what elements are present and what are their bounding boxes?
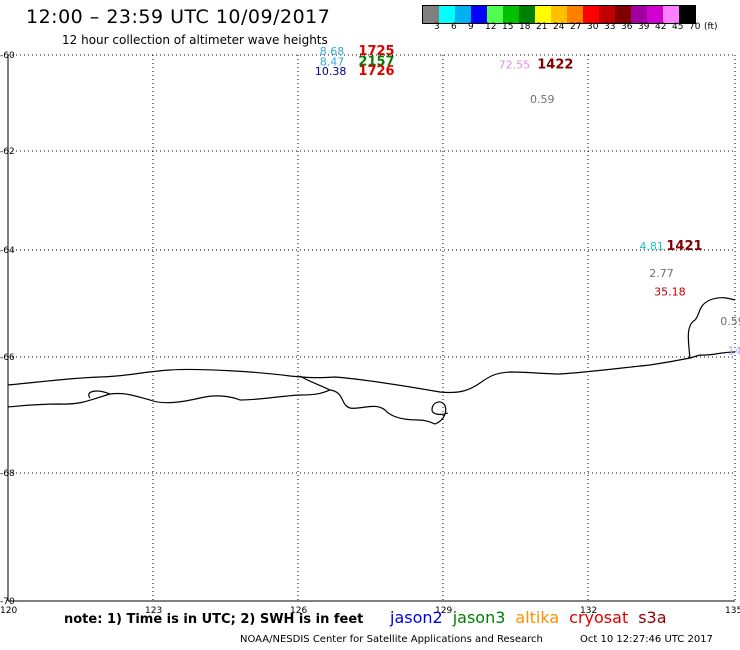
satellite-legend-item: s3a	[638, 608, 667, 627]
scale-label: 30	[587, 22, 599, 32]
coastline-inner	[88, 375, 331, 399]
scale-swatch	[631, 6, 647, 23]
wave-height-value: 35.18	[654, 285, 686, 298]
scale-label: 33	[604, 22, 616, 32]
track-id-label: 1726	[358, 64, 394, 79]
scale-label: 12	[485, 22, 497, 32]
lon-tick-label: 135	[725, 606, 740, 616]
scale-label: 27	[570, 22, 582, 32]
scale-swatch	[567, 6, 583, 23]
scale-swatch	[583, 6, 599, 23]
footer-note: note: 1) Time is in UTC; 2) SWH is in fe…	[64, 612, 364, 627]
satellite-legend-item: jason3	[452, 608, 506, 627]
lat-tick-label: -64	[0, 246, 15, 256]
satellite-legend: jason2 jason3 altika cryosat s3a	[390, 608, 677, 627]
lat-tick-label: -66	[0, 353, 15, 363]
scale-swatch	[471, 6, 487, 23]
scale-label: 42	[655, 22, 667, 32]
lon-tick-label: 126	[290, 606, 307, 616]
scale-swatch	[455, 6, 471, 23]
scale-label: 45	[672, 22, 684, 32]
lat-tick-label: -60	[0, 51, 15, 61]
lat-lon-grid	[8, 54, 736, 601]
track-id-label: 1725	[358, 44, 394, 59]
wave-height-labels: 8.68 1725 8.47 2157 10.38 1726 72.55 1422 0.59 4.…	[315, 44, 740, 357]
wave-height-value: 4.81	[639, 240, 664, 253]
scale-label: 18	[519, 22, 531, 32]
scale-label: 21	[536, 22, 548, 32]
scale-label: 15	[502, 22, 514, 32]
lat-tick-label: -70	[0, 597, 15, 607]
lat-tick-label: -62	[0, 147, 15, 157]
scale-label: 39	[638, 22, 650, 32]
wave-height-value: 8.68	[320, 45, 345, 58]
wave-height-value: 72.55	[499, 58, 531, 71]
antarctic-coastline	[7, 351, 736, 394]
satellite-legend-item: jason2	[390, 608, 443, 627]
scale-swatch	[663, 6, 679, 23]
wave-height-value: 8.47	[320, 56, 345, 69]
scale-swatch	[439, 6, 455, 23]
wave-height-value: 14.4	[728, 344, 740, 357]
scale-label: 24	[553, 22, 565, 32]
coastline-east-bay	[687, 297, 736, 359]
wave-height-color-scale	[422, 5, 696, 24]
wave-height-value: 10.38	[315, 65, 347, 78]
wave-height-value: 0.59	[530, 93, 555, 106]
wave-height-value: 2.77	[649, 267, 674, 280]
lon-tick-label: 132	[580, 606, 597, 616]
wave-height-value: 0.59	[720, 315, 740, 328]
lon-tick-label: 120	[0, 606, 17, 616]
scale-label: 3	[434, 22, 440, 32]
lon-tick-label: 123	[145, 606, 162, 616]
coastline-lower-edge	[7, 389, 449, 425]
scale-label: 36	[621, 22, 633, 32]
scale-swatch	[679, 6, 695, 23]
scale-swatch	[423, 6, 439, 23]
scale-swatch	[615, 6, 631, 23]
scale-swatch	[535, 6, 551, 23]
satellite-legend-item: cryosat	[569, 608, 629, 627]
scale-label: 6	[451, 22, 457, 32]
lon-tick-label: 129	[435, 606, 452, 616]
scale-swatch	[519, 6, 535, 23]
lat-tick-label: -68	[0, 469, 15, 479]
color-scale-labels: 3 6 9 12 15 18 21 24 27 30 33 36 39 42 45 70 (ft)	[422, 22, 740, 34]
map-title: 12:00 – 23:59 UTC 10/09/2017	[26, 6, 331, 28]
scale-label: 9	[468, 22, 474, 32]
scale-swatch	[647, 6, 663, 23]
scale-swatch	[599, 6, 615, 23]
satellite-legend-item: altika	[515, 608, 560, 627]
track-id-label: 1421	[666, 239, 702, 254]
scale-label: (ft)	[704, 22, 718, 32]
credit-line: NOAA/NESDIS Center for Satellite Applica…	[240, 634, 543, 645]
map-subtitle: 12 hour collection of altimeter wave hei…	[62, 33, 328, 47]
track-id-label: 2157	[358, 55, 394, 70]
scale-swatch	[503, 6, 519, 23]
scale-swatch	[551, 6, 567, 23]
scale-swatch	[487, 6, 503, 23]
track-id-label: 1422	[537, 57, 573, 72]
generation-timestamp: Oct 10 12:27:46 UTC 2017	[580, 634, 713, 645]
scale-label: 70	[689, 22, 701, 32]
